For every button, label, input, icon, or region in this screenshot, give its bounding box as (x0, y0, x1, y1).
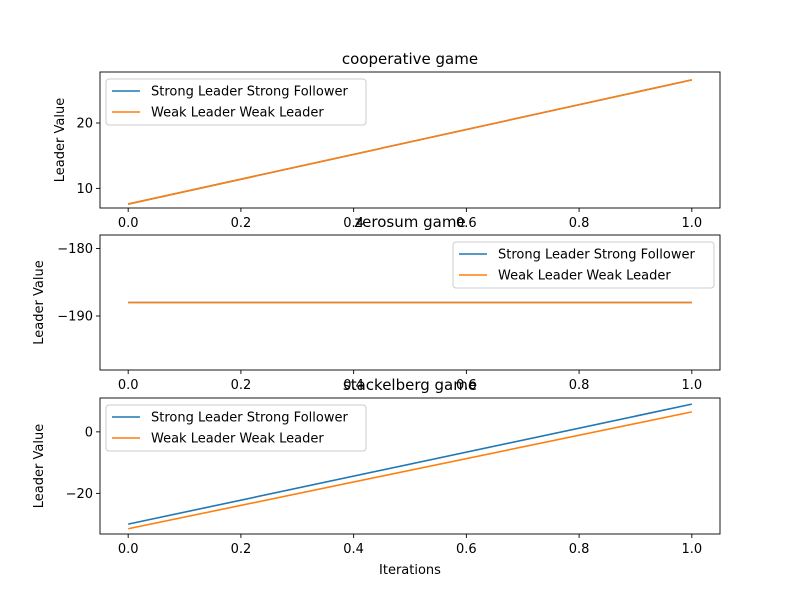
panel-3: 0.0 0.2 0.4 0.6 0.8 1.0 −20 0 stackelberg game Le… (32, 376, 721, 578)
y-tick-label: 0 (85, 425, 93, 440)
x-tick-label: 0.6 (456, 216, 477, 231)
x-tick-label: 0.8 (569, 216, 590, 231)
x-tick-label: 0.6 (456, 542, 477, 557)
series-line-2 (128, 79, 692, 205)
legend-box (105, 78, 367, 126)
x-tick-label: 0.8 (569, 542, 590, 557)
legend-box (105, 404, 367, 452)
legend: Strong Leader Strong Follower Weak Leader… (452, 241, 715, 289)
legend-entry: Weak Leader Weak Leader (151, 432, 324, 447)
legend-entry: Strong Leader Strong Follower (498, 248, 695, 263)
axes-frame (99, 397, 721, 535)
axes-frame (99, 71, 721, 209)
y-axis-label: Leader Value (53, 98, 68, 182)
legend-entry: Strong Leader Strong Follower (151, 85, 348, 100)
legend: Strong Leader Strong Follower Weak Leader… (105, 404, 367, 452)
panel-title: cooperative game (342, 50, 478, 68)
y-tick-label: 10 (76, 182, 93, 197)
y-tick-label: −180 (57, 242, 93, 257)
x-tick-label: 0.4 (343, 378, 364, 393)
x-tick-label: 0.2 (231, 542, 252, 557)
x-tick-label: 0.8 (569, 378, 590, 393)
x-tick-label: 0.2 (231, 216, 252, 231)
y-tick-label: −190 (57, 310, 93, 325)
panel-title: stackelberg game (343, 376, 477, 394)
x-tick-label: 0.4 (343, 216, 364, 231)
axes-frame (99, 234, 721, 371)
legend-entry: Weak Leader Weak Leader (151, 106, 324, 121)
panel-2: 0.0 0.2 0.4 0.6 0.8 1.0 −190 −180 zerosum game Le… (32, 213, 721, 393)
x-tick-label: 0.6 (456, 378, 477, 393)
x-tick-label: 1.0 (681, 216, 702, 231)
series-group (128, 403, 692, 530)
y-axis-label: Leader Value (32, 260, 47, 344)
y-tick-label: 20 (76, 117, 93, 132)
x-tick-label: 1.0 (681, 542, 702, 557)
x-axis-label: Iterations (379, 563, 441, 578)
y-tick-label: −20 (66, 487, 93, 502)
series-line-2 (128, 411, 692, 530)
legend-entry: Weak Leader Weak Leader (498, 269, 671, 284)
series-line-1 (128, 403, 692, 525)
panel-title: zerosum game (354, 213, 465, 231)
y-axis-label: Leader Value (32, 424, 47, 508)
legend: Strong Leader Strong Follower Weak Leader… (105, 78, 367, 126)
x-tick-label: 0.0 (118, 378, 139, 393)
x-tick-label: 0.2 (231, 378, 252, 393)
legend-box (452, 241, 715, 289)
x-tick-label: 0.0 (118, 542, 139, 557)
x-tick-label: 1.0 (681, 378, 702, 393)
series-group (128, 79, 692, 205)
legend-entry: Strong Leader Strong Follower (151, 411, 348, 426)
x-tick-label: 0.0 (118, 216, 139, 231)
x-tick-label: 0.4 (343, 542, 364, 557)
panel-1: 0.0 0.2 0.4 0.6 0.8 1.0 10 20 cooperative game Le… (53, 50, 721, 231)
